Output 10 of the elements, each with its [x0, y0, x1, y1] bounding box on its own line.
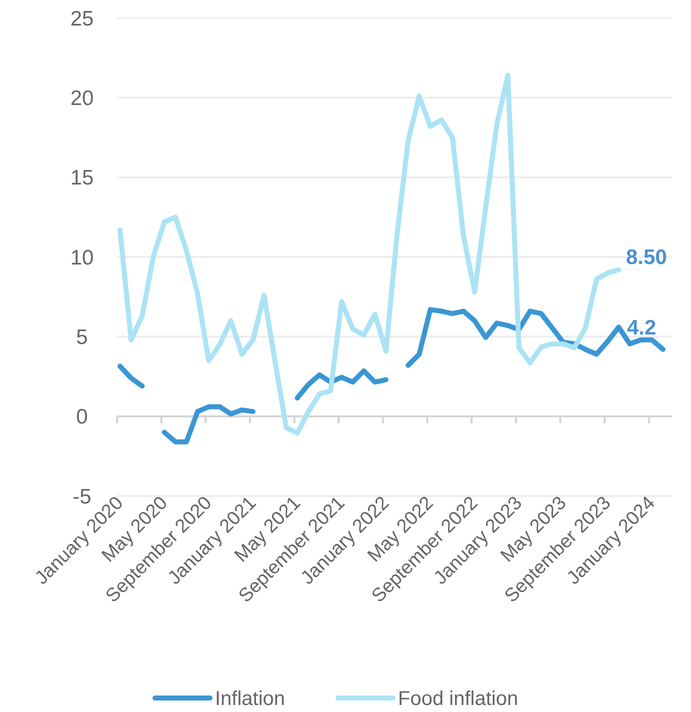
y-tick-label: 20 [70, 87, 94, 110]
legend-label: Food inflation [398, 688, 518, 710]
y-tick-label: 5 [76, 326, 88, 350]
y-tick-label: 25 [70, 7, 94, 30]
y-tick-label: 0 [76, 406, 88, 429]
y-tick-label: 15 [70, 166, 94, 190]
data-label: 4.2 [627, 316, 656, 340]
annotation: 8.50 [626, 246, 667, 269]
legend-label: Inflation [215, 688, 286, 710]
y-tick-label: 10 [70, 246, 94, 270]
